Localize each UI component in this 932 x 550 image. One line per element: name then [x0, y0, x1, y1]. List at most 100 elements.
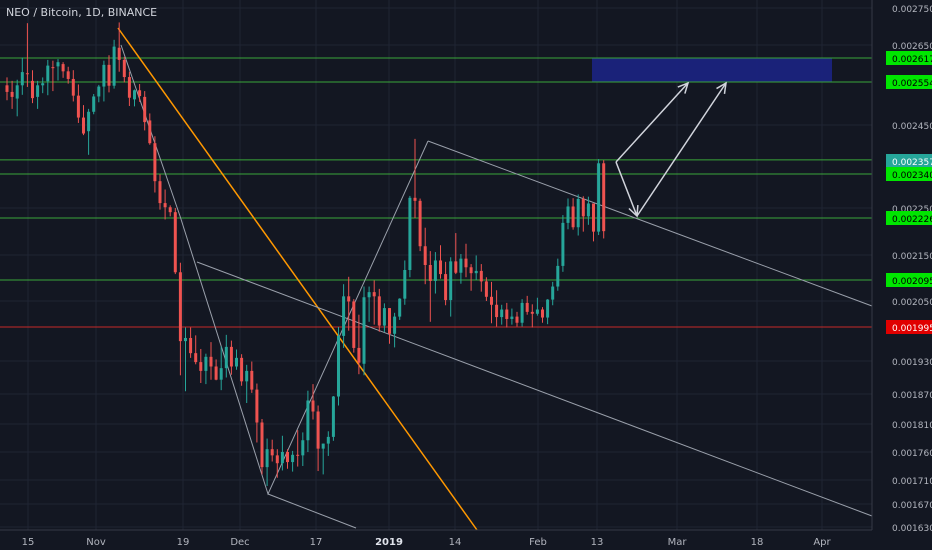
candle[interactable]	[41, 77, 45, 94]
candle[interactable]	[224, 334, 228, 378]
candle[interactable]	[510, 308, 514, 325]
candle[interactable]	[235, 349, 238, 370]
candle[interactable]	[214, 359, 218, 381]
candle[interactable]	[398, 298, 402, 320]
candle[interactable]	[138, 84, 142, 102]
candle[interactable]	[479, 264, 483, 292]
candle[interactable]	[316, 405, 320, 472]
candle[interactable]	[20, 57, 24, 95]
candle[interactable]	[158, 174, 162, 210]
candle[interactable]	[209, 342, 213, 380]
candle[interactable]	[495, 290, 499, 327]
candle[interactable]	[61, 62, 65, 78]
candle[interactable]	[403, 260, 407, 305]
candle[interactable]	[311, 384, 315, 420]
candle[interactable]	[133, 89, 136, 107]
candle[interactable]	[122, 56, 126, 83]
candle[interactable]	[163, 189, 167, 220]
channel-bottom-line[interactable]	[267, 493, 357, 529]
candle[interactable]	[245, 364, 249, 403]
candle[interactable]	[520, 299, 524, 327]
candle[interactable]	[439, 245, 442, 279]
channel-lower-line[interactable]	[196, 261, 873, 517]
candle[interactable]	[71, 70, 75, 102]
candle[interactable]	[597, 159, 601, 236]
candle[interactable]	[296, 430, 300, 467]
candle[interactable]	[286, 449, 289, 469]
channel-upper-line[interactable]	[427, 140, 873, 307]
candle[interactable]	[112, 39, 116, 89]
candle[interactable]	[321, 443, 325, 475]
candle[interactable]	[525, 295, 529, 315]
candle[interactable]	[240, 354, 244, 386]
candle[interactable]	[362, 286, 366, 376]
candle[interactable]	[576, 194, 580, 236]
candle[interactable]	[153, 136, 157, 193]
candle[interactable]	[219, 346, 223, 391]
candle[interactable]	[107, 55, 111, 93]
candle[interactable]	[102, 60, 106, 102]
candle[interactable]	[265, 438, 269, 486]
candle[interactable]	[571, 198, 575, 230]
candle[interactable]	[280, 435, 284, 471]
candle[interactable]	[31, 70, 34, 104]
candle[interactable]	[92, 93, 96, 115]
candle[interactable]	[428, 251, 432, 322]
candle[interactable]	[168, 205, 172, 217]
candle[interactable]	[189, 327, 193, 358]
candle[interactable]	[505, 302, 509, 328]
candle[interactable]	[500, 304, 504, 325]
candle[interactable]	[352, 299, 356, 353]
candle[interactable]	[15, 79, 19, 117]
candle[interactable]	[82, 105, 85, 136]
candle[interactable]	[117, 22, 121, 72]
projection-arrow-segment[interactable]	[615, 161, 638, 217]
candle[interactable]	[173, 208, 177, 275]
candle[interactable]	[515, 311, 519, 327]
candle[interactable]	[260, 419, 264, 475]
candle[interactable]	[184, 327, 187, 392]
candle[interactable]	[449, 257, 453, 317]
candle[interactable]	[301, 432, 305, 466]
candle[interactable]	[347, 276, 351, 331]
candle[interactable]	[418, 198, 422, 252]
candle[interactable]	[367, 286, 371, 322]
candle[interactable]	[127, 71, 131, 106]
projection-arrow-segment[interactable]	[636, 82, 727, 217]
candle[interactable]	[474, 255, 478, 280]
candle[interactable]	[87, 108, 91, 155]
candle[interactable]	[459, 254, 463, 284]
candle[interactable]	[291, 450, 295, 472]
candle[interactable]	[326, 431, 330, 456]
candle[interactable]	[393, 312, 397, 348]
candle[interactable]	[306, 390, 310, 452]
candle[interactable]	[464, 243, 468, 278]
projection-arrow-segment[interactable]	[615, 82, 689, 163]
candle[interactable]	[530, 304, 534, 328]
candle[interactable]	[561, 215, 565, 272]
candle[interactable]	[372, 280, 376, 325]
candle[interactable]	[66, 66, 70, 84]
candle[interactable]	[331, 396, 335, 441]
candle[interactable]	[566, 198, 570, 230]
candle[interactable]	[178, 262, 182, 376]
candle[interactable]	[586, 196, 590, 225]
candle[interactable]	[581, 196, 585, 232]
candle[interactable]	[541, 307, 544, 323]
candle[interactable]	[199, 348, 203, 383]
candle[interactable]	[602, 160, 606, 239]
candle[interactable]	[592, 203, 595, 242]
candle[interactable]	[342, 284, 346, 348]
candle[interactable]	[36, 80, 40, 109]
candle[interactable]	[388, 308, 391, 344]
candle[interactable]	[270, 439, 274, 462]
candle[interactable]	[490, 281, 493, 324]
candle[interactable]	[444, 261, 448, 306]
candle[interactable]	[433, 252, 437, 294]
candle[interactable]	[275, 449, 279, 478]
time-axis-background[interactable]	[0, 530, 932, 550]
candle[interactable]	[454, 233, 458, 275]
candle[interactable]	[413, 138, 417, 218]
candle[interactable]	[56, 59, 60, 81]
candle[interactable]	[469, 264, 473, 291]
